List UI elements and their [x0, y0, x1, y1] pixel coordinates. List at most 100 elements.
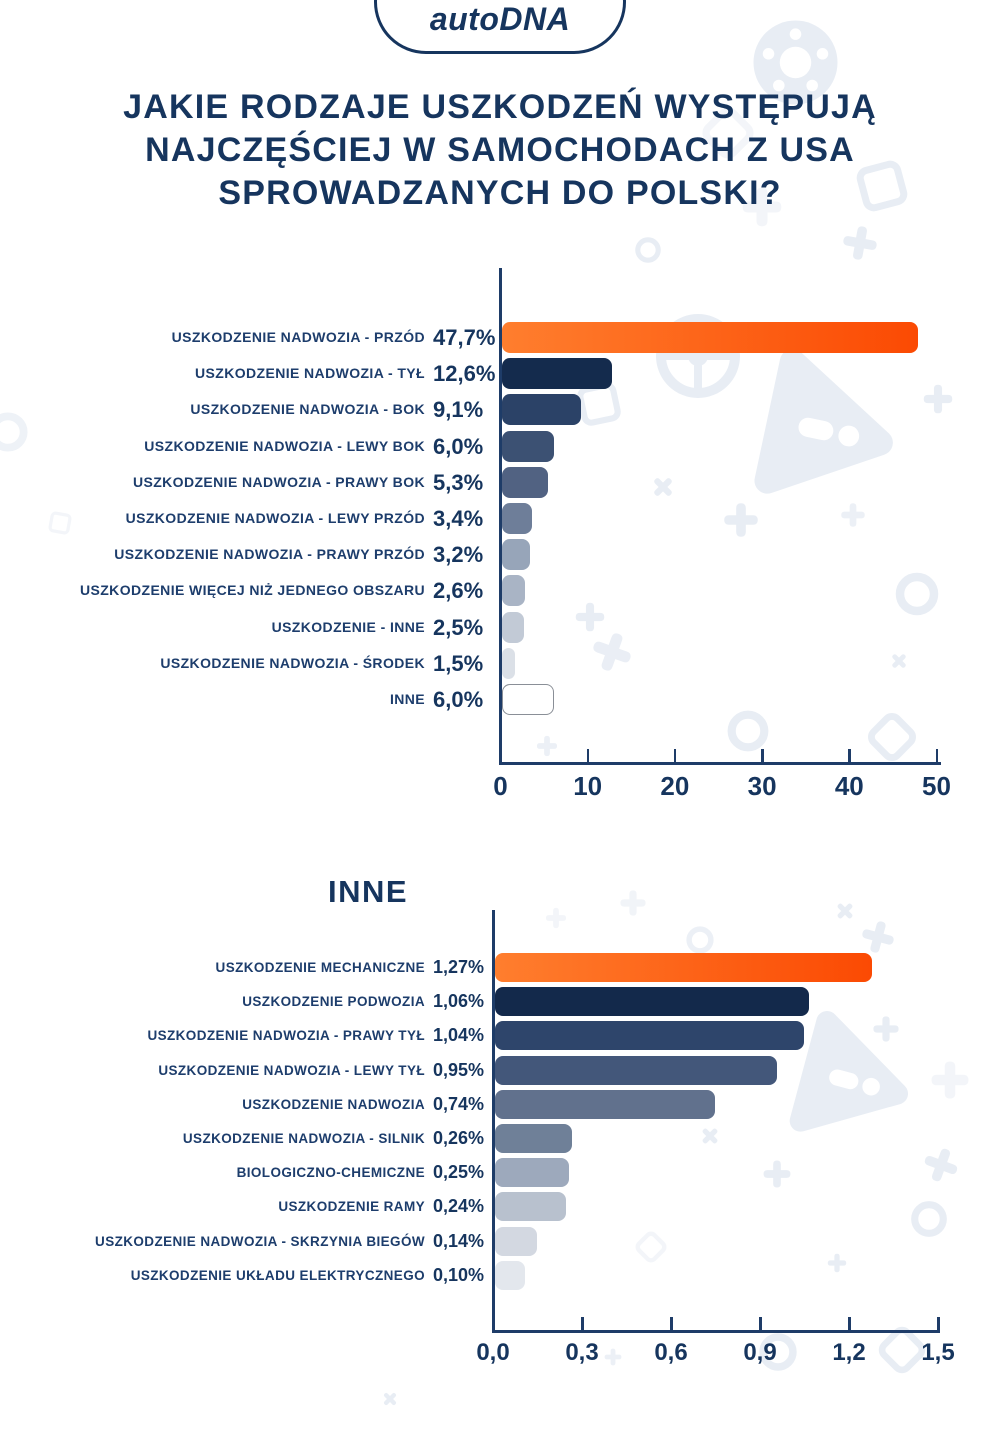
- bar: [502, 503, 532, 534]
- bar-row: USZKODZENIE NADWOZIA - PRZÓD 47,7%: [0, 322, 1000, 353]
- bar-value: 0,25%: [433, 1162, 485, 1183]
- x-axis-line: [492, 1330, 940, 1333]
- bar-value: 47,7%: [433, 325, 496, 350]
- x-axis-tick-label: 30: [747, 771, 777, 801]
- x-axis-tick: [848, 1317, 851, 1330]
- bar-row: USZKODZENIE - INNE 2,5%: [0, 611, 1000, 643]
- bar-row: BIOLOGICZNO-CHEMICZNE 0,25%: [0, 1158, 1000, 1188]
- bar-row: USZKODZENIE NADWOZIA - BOK 9,1%: [0, 394, 1000, 426]
- bar: [502, 466, 549, 498]
- bar: [495, 987, 810, 1017]
- bar-label: USZKODZENIE NADWOZIA - LEWY BOK: [144, 437, 425, 454]
- bar-label: USZKODZENIE NADWOZIA - TYŁ: [195, 365, 425, 382]
- bar: [495, 1192, 567, 1222]
- x-axis-tick-label: 1,2: [832, 1339, 866, 1366]
- bar-row: INNE 6,0%: [0, 684, 1000, 715]
- bar-value: 0,14%: [433, 1230, 485, 1251]
- bar-label: USZKODZENIE NADWOZIA - LEWY PRZÓD: [125, 510, 425, 526]
- bar-label: USZKODZENIE NADWOZIA - SILNIK: [182, 1131, 425, 1146]
- autodna-logo-badge: autoDNA: [374, 0, 626, 54]
- bar-row: USZKODZENIE PODWOZIA 1,06%: [0, 987, 1000, 1017]
- bar: [502, 684, 555, 715]
- bar: [495, 1055, 777, 1085]
- bar-row: USZKODZENIE NADWOZIA - PRAWY BOK 5,3%: [0, 466, 1000, 498]
- bar-value: 6,0%: [433, 433, 484, 459]
- bar-value: 0,26%: [433, 1128, 485, 1148]
- bar-value: 1,04%: [433, 1025, 485, 1046]
- bar-value: 0,95%: [433, 1059, 485, 1080]
- x-axis-tick: [673, 749, 677, 762]
- bar-value: 3,4%: [433, 506, 484, 531]
- page-title-line-3: SPROWADZANYCH DO POLSKI?: [218, 174, 782, 212]
- bar-value: 1,27%: [433, 957, 485, 977]
- bar-value: 5,3%: [433, 469, 484, 495]
- y-axis-line: [499, 268, 502, 764]
- bar: [495, 1089, 715, 1119]
- bar-label: USZKODZENIE NADWOZIA - PRAWY BOK: [132, 473, 425, 490]
- x-axis-tick: [492, 1317, 495, 1330]
- bar-value: 6,0%: [433, 687, 484, 712]
- x-axis-tick: [581, 1317, 584, 1330]
- bar-label: BIOLOGICZNO-CHEMICZNE: [236, 1165, 425, 1181]
- bar-value: 2,5%: [433, 614, 484, 640]
- bar-value: 1,5%: [433, 650, 484, 676]
- bar: [495, 1124, 573, 1153]
- x-axis-tick-label: 20: [660, 771, 690, 801]
- bar-label: USZKODZENIE NADWOZIA - PRAWY TYŁ: [147, 1028, 425, 1044]
- bar: [502, 322, 918, 353]
- bar-row: USZKODZENIE NADWOZIA - LEWY TYŁ 0,95%: [0, 1055, 1000, 1085]
- x-axis-tick-label: 0,3: [565, 1339, 599, 1366]
- page-title: JAKIE RODZAJE USZKODZEŃ WYSTĘPUJĄ NAJCZĘ…: [0, 86, 1000, 215]
- bar-label: USZKODZENIE NADWOZIA - PRAWY PRZÓD: [114, 546, 425, 563]
- autodna-logo: autoDNA: [429, 1, 571, 37]
- bar-label: USZKODZENIE NADWOZIA - SKRZYNIA BIEGÓW: [95, 1233, 425, 1249]
- x-axis-tick: [935, 749, 938, 762]
- bar: [502, 647, 516, 679]
- x-axis-tick: [499, 749, 502, 762]
- page-title-line-2: NAJCZĘŚCIEJ W SAMOCHODACH Z USA: [145, 131, 855, 169]
- bar: [502, 539, 530, 571]
- bar-row: USZKODZENIE RAMY 0,24%: [0, 1192, 1000, 1222]
- bar: [495, 1226, 537, 1256]
- bar-label: USZKODZENIE NADWOZIA - BOK: [190, 401, 425, 418]
- bar-value: 2,6%: [433, 578, 484, 604]
- bar-row: USZKODZENIE NADWOZIA - LEWY PRZÓD 3,4%: [0, 503, 1000, 534]
- bar-label: USZKODZENIE - INNE: [271, 618, 425, 635]
- bar-label: USZKODZENIE NADWOZIA - PRZÓD: [171, 329, 425, 345]
- x-axis-tick-label: 0,6: [654, 1339, 688, 1366]
- x-axis-tick-label: 0,0: [476, 1339, 510, 1366]
- bar-value: 12,6%: [433, 361, 496, 387]
- bar-row: USZKODZENIE NADWOZIA - SKRZYNIA BIEGÓW 0,…: [0, 1226, 1000, 1256]
- bar-value: 0,10%: [433, 1264, 485, 1285]
- x-axis-tick-label: 50: [922, 771, 951, 801]
- bar: [495, 1260, 525, 1290]
- bar-row: USZKODZENIE NADWOZIA - ŚRODEK 1,5%: [0, 647, 1000, 679]
- bar-value: 0,24%: [433, 1196, 485, 1217]
- bar: [502, 394, 582, 426]
- page-title-line-1: JAKIE RODZAJE USZKODZEŃ WYSTĘPUJĄ: [123, 88, 877, 126]
- bar: [502, 358, 612, 390]
- x-axis-tick-label: 1,5: [921, 1339, 955, 1366]
- x-axis-tick: [759, 1317, 762, 1330]
- chart2-title: INNE: [328, 874, 409, 909]
- x-axis-tick-label: 10: [573, 771, 603, 801]
- bar-label: USZKODZENIE NADWOZIA - ŚRODEK: [160, 654, 425, 671]
- x-axis-tick: [848, 749, 851, 762]
- bar-label: USZKODZENIE RAMY: [278, 1199, 425, 1215]
- bar-value: 3,2%: [433, 542, 484, 568]
- x-axis-tick: [670, 1317, 673, 1330]
- x-axis-line: [499, 762, 941, 765]
- x-axis-tick: [937, 1317, 940, 1330]
- bar-row: USZKODZENIE WIĘCEJ NIŻ JEDNEGO OBSZARU 2,…: [0, 575, 1000, 607]
- bar-row: USZKODZENIE NADWOZIA - TYŁ 12,6%: [0, 358, 1000, 390]
- bar-label: USZKODZENIE MECHANICZNE: [215, 960, 425, 975]
- bar: [495, 953, 872, 982]
- bar-label: INNE: [389, 691, 425, 707]
- x-axis-tick-label: 40: [834, 771, 864, 801]
- bar-value: 1,06%: [433, 991, 485, 1012]
- bar-value: 0,74%: [433, 1093, 485, 1114]
- bar-label: USZKODZENIE PODWOZIA: [242, 994, 425, 1010]
- x-axis-tick: [586, 749, 590, 762]
- bar-label: USZKODZENIE UKŁADU ELEKTRYCZNEGO: [130, 1267, 425, 1283]
